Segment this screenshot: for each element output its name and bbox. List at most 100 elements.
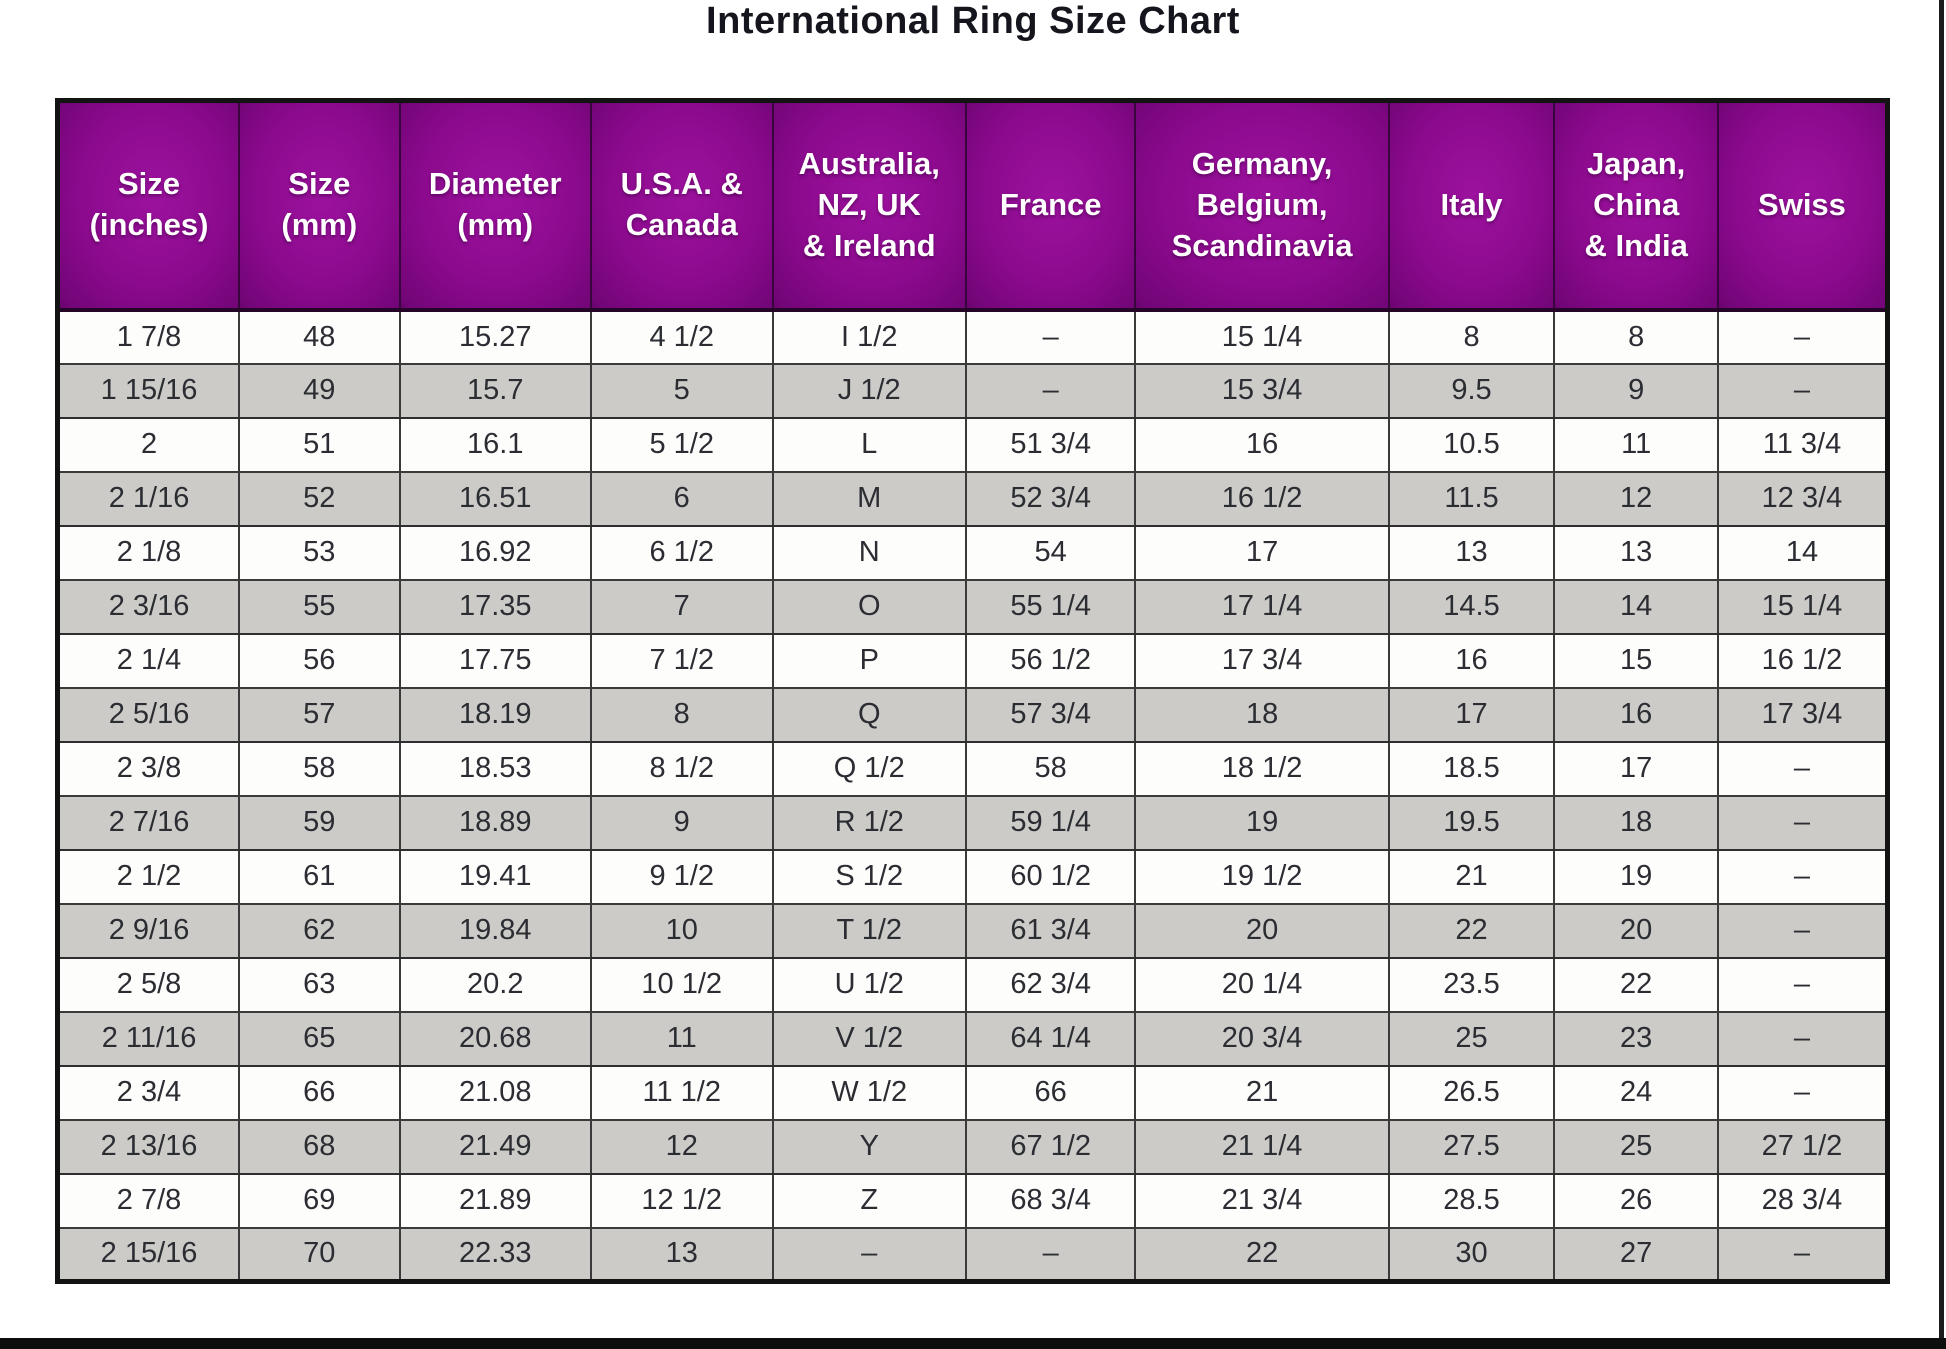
table-cell: 6 1/2	[589, 524, 774, 581]
table-row: 2 13/16 68 21.49 12 Y 67 1/2 21 1/4 27.5 25 27 1/…	[56, 1118, 1889, 1175]
table-cell: 5	[589, 362, 774, 419]
table-cell: 51	[238, 416, 401, 473]
table-cell: 17	[1134, 524, 1390, 581]
table-cell: 17.75	[398, 632, 592, 689]
table-header: Size (inches) Size (mm) Diameter (mm) U.S.A…	[56, 99, 1889, 312]
column-header: Japan, China & India	[1553, 99, 1719, 312]
table-cell: 10	[589, 902, 774, 959]
table-row: 1 7/8 48 15.27 4 1/2 I 1/2–15 1/4 8 8–	[56, 308, 1889, 365]
table-cell: 15	[1553, 632, 1719, 689]
table-row: 2 15/16 70 22.33 13– –22 30 27–	[56, 1226, 1889, 1283]
table-cell: 57 3/4	[964, 686, 1137, 743]
table-cell: 27 1/2	[1716, 1118, 1889, 1175]
table-cell: S 1/2	[771, 848, 967, 905]
table-cell: U 1/2	[771, 956, 967, 1013]
table-cell: 22	[1387, 902, 1556, 959]
table-cell: 17.35	[398, 578, 592, 635]
table-cell: 2 15/16	[56, 1226, 241, 1283]
table-cell: 28.5	[1387, 1172, 1556, 1229]
table-cell: 20.68	[398, 1010, 592, 1067]
table-cell: 64 1/4	[964, 1010, 1137, 1067]
table-cell: –	[1716, 902, 1889, 959]
table-cell: 18	[1134, 686, 1390, 743]
table-cell: 12 1/2	[589, 1172, 774, 1229]
header-row: Size (inches) Size (mm) Diameter (mm) U.S.A…	[56, 99, 1889, 312]
table-cell: 14.5	[1387, 578, 1556, 635]
table-cell: 55	[238, 578, 401, 635]
table-cell: 11 3/4	[1716, 416, 1889, 473]
table-cell: 15 3/4	[1134, 362, 1390, 419]
table-cell: 15 1/4	[1716, 578, 1889, 635]
table-cell: 16.51	[398, 470, 592, 527]
table-cell: 22	[1134, 1226, 1390, 1283]
table-cell: 67 1/2	[964, 1118, 1137, 1175]
table-cell: 68 3/4	[964, 1172, 1137, 1229]
table-cell: O	[771, 578, 967, 635]
table-row: 2 11/16 65 20.68 11 V 1/2 64 1/4 20 3/4 25 23–	[56, 1010, 1889, 1067]
table-cell: 27.5	[1387, 1118, 1556, 1175]
table-cell: 8	[1387, 308, 1556, 365]
table-cell: 18.5	[1387, 740, 1556, 797]
table-cell: –	[964, 362, 1137, 419]
table-cell: 52 3/4	[964, 470, 1137, 527]
table-cell: 69	[238, 1172, 401, 1229]
table-cell: 59 1/4	[964, 794, 1137, 851]
table-cell: 13	[1553, 524, 1719, 581]
table-cell: 25	[1553, 1118, 1719, 1175]
table-cell: 25	[1387, 1010, 1556, 1067]
table-row: 2 1/4 56 17.75 7 1/2 P 56 1/2 17 3/4 16 15 16 1/2	[56, 632, 1889, 689]
table-cell: 16.92	[398, 524, 592, 581]
table-cell: 54	[964, 524, 1137, 581]
table-cell: 57	[238, 686, 401, 743]
table-cell: V 1/2	[771, 1010, 967, 1067]
table-cell: 17 3/4	[1716, 686, 1889, 743]
table-cell: –	[964, 1226, 1137, 1283]
table-cell: 51 3/4	[964, 416, 1137, 473]
table-cell: 18.89	[398, 794, 592, 851]
column-header: Size (mm)	[238, 99, 401, 312]
table-cell: 18 1/2	[1134, 740, 1390, 797]
table-cell: –	[1716, 362, 1889, 419]
table-cell: –	[1716, 1064, 1889, 1121]
table-cell: 20 3/4	[1134, 1010, 1390, 1067]
table-cell: 2 5/16	[56, 686, 241, 743]
table-row: 2 3/4 66 21.08 11 1/2 W 1/2 66 21 26.5 24–	[56, 1064, 1889, 1121]
table-cell: 2 3/4	[56, 1064, 241, 1121]
column-header: Australia, NZ, UK & Ireland	[771, 99, 967, 312]
table-cell: 2 11/16	[56, 1010, 241, 1067]
table-cell: 2 1/4	[56, 632, 241, 689]
table-cell: 9 1/2	[589, 848, 774, 905]
table-cell: 16	[1134, 416, 1390, 473]
table-cell: J 1/2	[771, 362, 967, 419]
table-row: 2 5/8 63 20.2 10 1/2 U 1/2 62 3/4 20 1/4 23.5 22…	[56, 956, 1889, 1013]
table-cell: 27	[1553, 1226, 1719, 1283]
table-cell: 56 1/2	[964, 632, 1137, 689]
table-cell: P	[771, 632, 967, 689]
table-cell: 56	[238, 632, 401, 689]
table-row: 2 5/16 57 18.19 8 Q 57 3/4 18 17 16 17 3/4	[56, 686, 1889, 743]
table-cell: L	[771, 416, 967, 473]
table-cell: –	[771, 1226, 967, 1283]
table-row: 2 1/2 61 19.41 9 1/2 S 1/2 60 1/2 19 1/2 21 19–	[56, 848, 1889, 905]
column-header: Diameter (mm)	[398, 99, 592, 312]
table-cell: 16	[1387, 632, 1556, 689]
table-cell: 5 1/2	[589, 416, 774, 473]
table-row: 2 51 16.1 5 1/2 L 51 3/4 16 10.5 11 11 3/4	[56, 416, 1889, 473]
table-cell: 2 1/2	[56, 848, 241, 905]
table-cell: 19	[1553, 848, 1719, 905]
column-header: Swiss	[1716, 99, 1889, 312]
table-cell: 1 7/8	[56, 308, 241, 365]
table-cell: 12	[1553, 470, 1719, 527]
column-header: Italy	[1387, 99, 1556, 312]
table-row: 1 15/16 49 15.7 5 J 1/2–15 3/4 9.5 9–	[56, 362, 1889, 419]
table-cell: 19	[1134, 794, 1390, 851]
table-cell: M	[771, 470, 967, 527]
table-cell: 17	[1387, 686, 1556, 743]
table-cell: 21	[1134, 1064, 1390, 1121]
right-edge-line	[1939, 0, 1944, 1349]
table-cell: 68	[238, 1118, 401, 1175]
table-cell: Q 1/2	[771, 740, 967, 797]
table-cell: R 1/2	[771, 794, 967, 851]
table-cell: 2 9/16	[56, 902, 241, 959]
table-cell: 66	[964, 1064, 1137, 1121]
